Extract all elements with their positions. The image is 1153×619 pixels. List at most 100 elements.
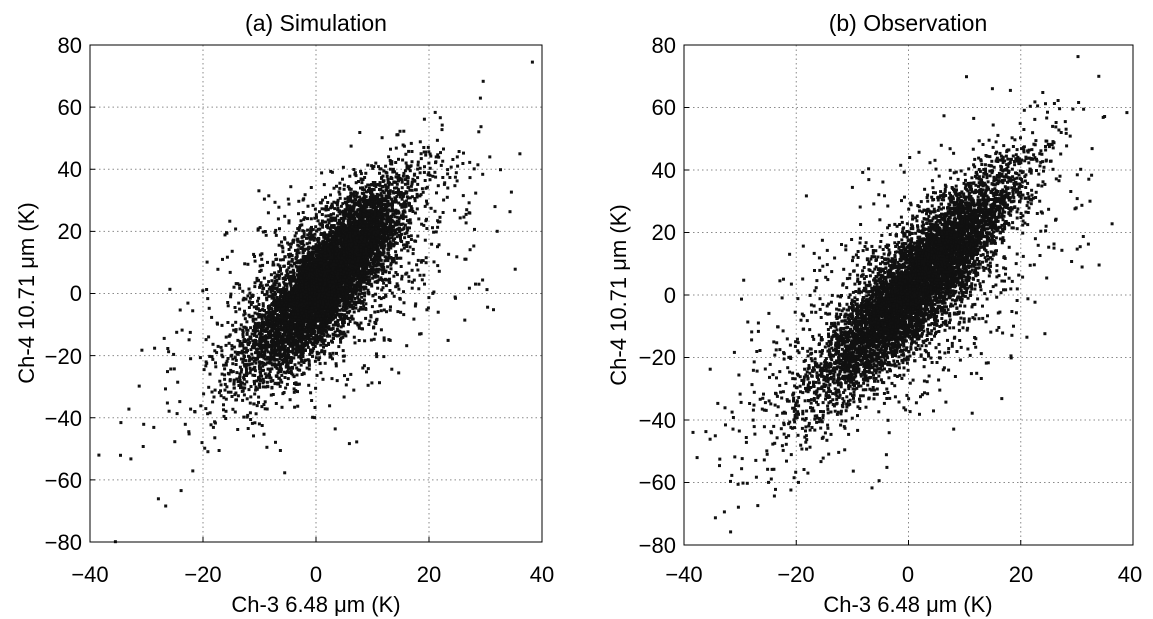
data-point <box>430 242 434 246</box>
data-point <box>357 326 361 330</box>
data-point <box>322 235 326 239</box>
data-point <box>232 285 236 289</box>
data-point <box>343 374 346 378</box>
data-point <box>244 346 248 350</box>
data-point <box>334 364 338 368</box>
data-point <box>425 217 428 221</box>
data-point <box>269 393 273 397</box>
data-point <box>336 200 340 204</box>
data-point <box>261 263 265 267</box>
data-point <box>255 379 259 383</box>
data-point <box>315 373 319 377</box>
data-point <box>408 188 412 192</box>
data-point <box>242 376 246 380</box>
data-point <box>200 441 204 445</box>
data-point <box>287 248 291 251</box>
data-point <box>291 345 295 349</box>
data-point <box>388 167 392 171</box>
data-point <box>407 279 411 283</box>
data-point <box>413 304 417 308</box>
data-point <box>210 390 214 394</box>
data-point <box>164 387 167 391</box>
data-point <box>434 230 438 234</box>
data-point <box>370 272 373 276</box>
data-point <box>264 283 268 287</box>
data-point <box>309 186 313 189</box>
data-point <box>269 273 273 277</box>
data-point <box>383 183 387 187</box>
data-point <box>225 385 229 389</box>
data-point <box>303 216 307 220</box>
data-point <box>245 332 249 335</box>
data-point <box>351 317 355 321</box>
data-point <box>119 421 123 425</box>
data-point <box>222 396 226 400</box>
data-point <box>428 178 432 182</box>
data-point <box>434 175 438 179</box>
data-point <box>358 201 362 205</box>
data-point <box>381 272 385 275</box>
data-point <box>323 338 327 342</box>
data-point <box>241 386 245 390</box>
data-point <box>257 376 261 379</box>
data-point <box>350 283 354 287</box>
data-point <box>205 260 209 264</box>
data-point <box>234 282 238 286</box>
data-point <box>227 341 231 345</box>
data-point <box>266 260 269 264</box>
data-point <box>348 174 352 178</box>
data-point <box>300 223 304 227</box>
data-point <box>418 166 422 170</box>
data-point <box>280 272 284 276</box>
data-point <box>416 234 420 238</box>
data-point <box>369 338 373 342</box>
data-point <box>370 164 374 168</box>
data-point <box>263 400 267 404</box>
data-point <box>268 370 272 373</box>
data-point <box>419 332 423 336</box>
data-point <box>260 315 263 319</box>
data-point <box>256 357 259 361</box>
data-point <box>237 301 241 305</box>
data-point <box>453 295 457 299</box>
data-point <box>264 385 268 389</box>
data-point <box>425 227 429 230</box>
data-point <box>282 264 286 268</box>
data-point <box>399 193 403 197</box>
data-point <box>403 236 407 240</box>
data-point <box>250 421 254 425</box>
data-point <box>288 275 292 279</box>
data-point <box>187 430 191 434</box>
data-point <box>381 263 385 267</box>
data-point <box>513 267 517 271</box>
data-point <box>260 252 264 256</box>
data-point <box>242 313 246 317</box>
data-point <box>297 251 301 255</box>
data-point <box>328 334 332 338</box>
data-point <box>314 213 318 217</box>
data-point <box>242 377 246 381</box>
data-point <box>290 254 294 258</box>
data-point <box>278 227 281 231</box>
data-point <box>358 195 362 199</box>
data-point <box>350 314 354 318</box>
data-point <box>272 282 276 286</box>
data-point <box>246 294 250 298</box>
data-point <box>474 282 477 286</box>
data-point <box>359 305 363 309</box>
data-point <box>186 301 190 305</box>
data-point <box>220 372 224 376</box>
data-point <box>310 337 314 341</box>
data-point <box>456 164 460 168</box>
data-point <box>415 263 419 267</box>
data-point <box>204 360 208 364</box>
data-point <box>283 278 287 281</box>
data-point <box>246 328 250 332</box>
data-point <box>325 204 329 208</box>
data-point <box>261 230 265 234</box>
data-point <box>187 338 191 342</box>
data-point <box>373 260 377 264</box>
data-point <box>273 200 277 204</box>
data-point <box>225 255 229 259</box>
data-point <box>249 418 253 421</box>
